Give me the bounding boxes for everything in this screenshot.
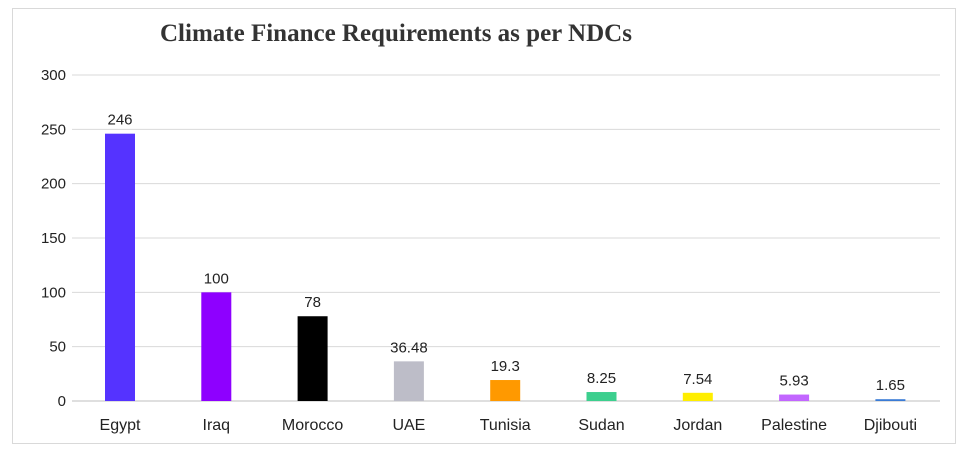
data-label-palestine: 5.93 [779, 373, 808, 390]
category-label-tunisia: Tunisia [480, 417, 531, 434]
y-tick-label: 0 [58, 393, 66, 410]
data-label-uae: 36.48 [390, 339, 428, 356]
data-label-jordan: 7.54 [683, 371, 712, 388]
data-label-egypt: 246 [107, 112, 132, 129]
data-label-sudan: 8.25 [587, 370, 616, 387]
category-label-egypt: Egypt [100, 417, 141, 434]
data-labels: 246 100 78 36.48 19.3 8.25 7.54 5.93 1.65 [107, 112, 905, 395]
bar-tunisia [490, 380, 521, 401]
chart-title: Climate Finance Requirements as per NDCs [160, 20, 632, 47]
y-tick-label: 150 [41, 230, 66, 247]
y-tick-label: 200 [41, 176, 66, 193]
bar-jordan [682, 392, 713, 401]
data-label-morocco: 78 [304, 294, 321, 311]
chart-frame [12, 8, 956, 444]
category-label-sudan: Sudan [578, 417, 624, 434]
bars [105, 133, 906, 401]
category-label-palestine: Palestine [761, 417, 827, 434]
bar-morocco [297, 316, 328, 401]
bar-djibouti [875, 399, 906, 401]
category-label-morocco: Morocco [282, 417, 343, 434]
data-label-iraq: 100 [204, 270, 229, 287]
category-label-jordan: Jordan [673, 417, 722, 434]
x-axis-categories: Egypt Iraq Morocco UAE Tunisia Sudan Jordan Pal… [100, 417, 918, 434]
y-tick-label: 100 [41, 284, 66, 301]
bar-uae [393, 361, 424, 401]
y-axis-ticks: 0 50 100 150 200 250 300 [41, 67, 66, 410]
y-tick-label: 250 [41, 121, 66, 138]
data-label-tunisia: 19.3 [491, 358, 520, 375]
bar-iraq [201, 292, 232, 401]
y-tick-label: 300 [41, 67, 66, 84]
data-label-djibouti: 1.65 [876, 377, 905, 394]
category-label-djibouti: Djibouti [864, 417, 917, 434]
y-tick-label: 50 [49, 339, 66, 356]
bar-sudan [586, 392, 617, 401]
bar-palestine [779, 394, 810, 401]
category-label-iraq: Iraq [203, 417, 231, 434]
bar-egypt [105, 133, 135, 401]
category-label-uae: UAE [392, 417, 425, 434]
